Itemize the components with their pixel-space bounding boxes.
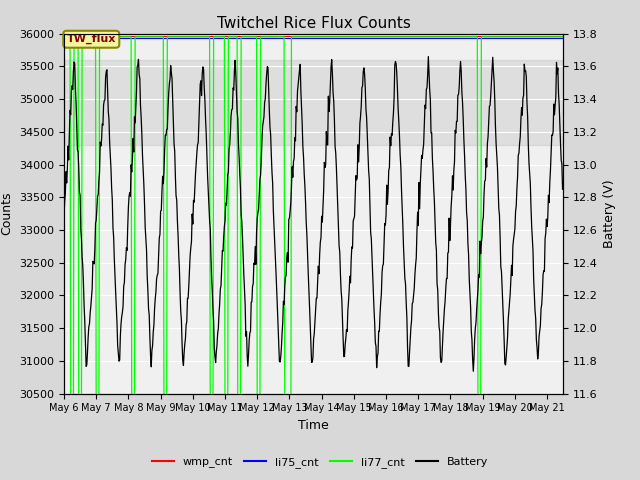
Y-axis label: Counts: Counts bbox=[1, 192, 13, 235]
Legend: wmp_cnt, li75_cnt, li77_cnt, Battery: wmp_cnt, li75_cnt, li77_cnt, Battery bbox=[147, 452, 493, 472]
Text: TW_flux: TW_flux bbox=[67, 34, 116, 44]
Title: Twitchel Rice Flux Counts: Twitchel Rice Flux Counts bbox=[217, 16, 410, 31]
X-axis label: Time: Time bbox=[298, 419, 329, 432]
Y-axis label: Battery (V): Battery (V) bbox=[604, 180, 616, 248]
Bar bbox=[64, 60, 563, 145]
